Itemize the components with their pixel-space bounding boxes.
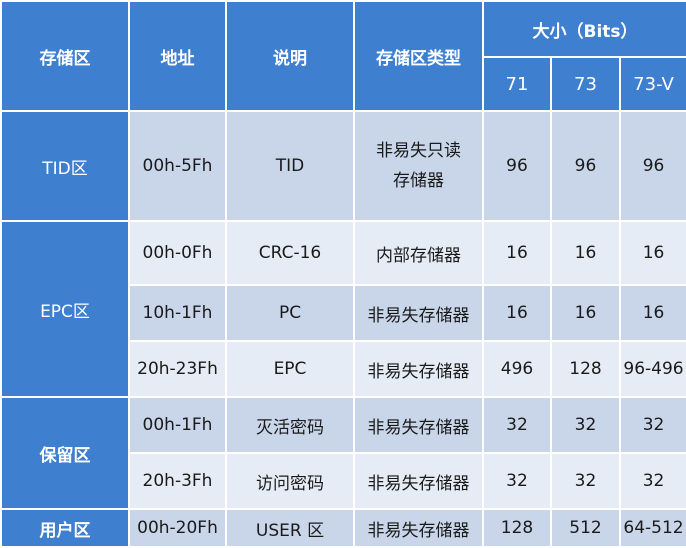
cell-size-71: 496 <box>482 340 552 398</box>
table-row: TID区 00h-5Fh TID 非易失只读 存储器 96 96 96 <box>0 110 686 222</box>
table-row: 10h-1Fh PC 非易失存储器 16 16 16 <box>1 284 686 342</box>
cell-type-line2: 存储器 <box>393 171 444 191</box>
header-size-73: 73 <box>550 56 621 112</box>
cell-address: 20h-23Fh <box>128 340 227 398</box>
cell-size-71: 16 <box>482 220 552 286</box>
cell-size-73: 128 <box>550 340 621 398</box>
header-address: 地址 <box>128 0 227 112</box>
header-size-73v: 73-V <box>618 56 686 112</box>
cell-size-71: 16 <box>482 284 552 342</box>
cell-type: 内部存储器 <box>353 220 484 286</box>
cell-size-73v: 96 <box>618 110 686 222</box>
cell-size-73v: 32 <box>618 396 686 454</box>
table-row: 用户区 00h-20Fh USER 区 非易失存储器 128 512 64-51… <box>0 508 686 548</box>
area-user: 用户区 <box>0 508 130 548</box>
cell-size-73: 32 <box>550 396 621 454</box>
cell-description: 灭活密码 <box>225 396 355 454</box>
cell-size-71: 32 <box>482 396 552 454</box>
cell-size-71: 128 <box>482 508 552 548</box>
table-row: 保留区 00h-1Fh 灭活密码 非易失存储器 32 32 32 <box>0 396 686 510</box>
area-reserved: 保留区 <box>0 396 130 510</box>
cell-size-73: 16 <box>550 284 621 342</box>
cell-type: 非易失只读 存储器 <box>353 110 484 222</box>
cell-size-73v: 64-512 <box>618 508 686 548</box>
cell-size-71: 32 <box>482 452 552 510</box>
cell-description: EPC <box>225 340 355 398</box>
header-type: 存储区类型 <box>353 0 484 112</box>
cell-type: 非易失存储器 <box>353 396 484 454</box>
area-tid: TID区 <box>0 110 130 222</box>
cell-type-line1: 非易失只读 <box>376 141 461 161</box>
cell-type: 非易失存储器 <box>353 340 484 398</box>
header-size-71: 71 <box>482 56 552 112</box>
table-row: EPC区 00h-0Fh CRC-16 内部存储器 16 16 16 <box>0 220 686 398</box>
cell-size-73v: 32 <box>618 452 686 510</box>
cell-address: 00h-5Fh <box>128 110 227 222</box>
table-row: 20h-3Fh 访问密码 非易失存储器 32 32 32 <box>1 452 686 510</box>
cell-address: 10h-1Fh <box>128 284 227 342</box>
cell-size-71: 96 <box>482 110 552 222</box>
cell-address: 20h-3Fh <box>128 452 227 510</box>
cell-description: 访问密码 <box>225 452 355 510</box>
cell-size-73: 96 <box>550 110 621 222</box>
cell-address: 00h-0Fh <box>128 220 227 286</box>
cell-type: 非易失存储器 <box>353 452 484 510</box>
cell-description: TID <box>225 110 355 222</box>
cell-size-73v: 16 <box>618 220 686 286</box>
area-epc: EPC区 <box>0 220 130 398</box>
cell-size-73: 32 <box>550 452 621 510</box>
cell-size-73v: 16 <box>618 284 686 342</box>
cell-address: 00h-1Fh <box>128 396 227 454</box>
cell-type: 非易失存储器 <box>353 508 484 548</box>
cell-description: USER 区 <box>225 508 355 548</box>
cell-address: 00h-20Fh <box>128 508 227 548</box>
cell-size-73v: 96-496 <box>618 340 686 398</box>
cell-size-73: 16 <box>550 220 621 286</box>
table-row: 20h-23Fh EPC 非易失存储器 496 128 96-496 <box>1 340 686 398</box>
header-size: 大小（Bits） <box>481 0 686 58</box>
cell-description: PC <box>225 284 355 342</box>
cell-description: CRC-16 <box>225 220 355 286</box>
header-area: 存储区 <box>0 0 130 112</box>
header-description: 说明 <box>225 0 355 112</box>
cell-type: 非易失存储器 <box>353 284 484 342</box>
cell-size-73: 512 <box>550 508 621 548</box>
